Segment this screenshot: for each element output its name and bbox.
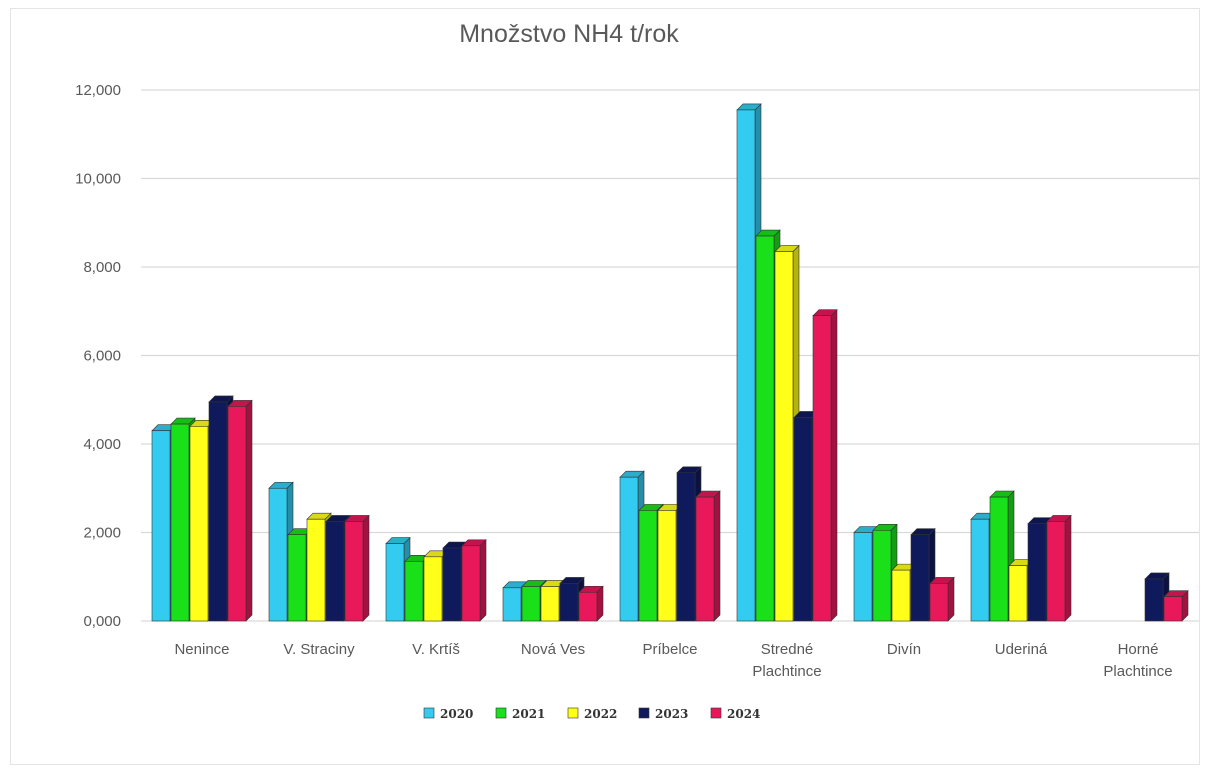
bar-front [578,591,598,622]
bar-front [404,560,424,622]
bar-front [442,547,462,622]
legend: 2020 2021 2022 2023 2024 [423,707,760,721]
legend-swatch [710,707,722,719]
y-tick-label: 2,000 [83,525,121,542]
bar-front [755,235,775,622]
bar-front [910,534,930,622]
bar-front [287,534,307,622]
bar-front [559,583,579,622]
y-tick-label: 4,000 [83,436,121,453]
x-category-label: Stredné Plachtince [752,641,821,680]
bar-front [1046,521,1066,622]
bars [151,103,1189,622]
bar [227,399,253,622]
legend-label: 2022 [584,707,617,721]
bar-front [325,521,345,622]
bar-side [362,514,370,622]
bar-front [227,406,247,622]
x-category-label: Uderiná [995,641,1048,658]
bar-front [1008,565,1028,622]
bar [1046,514,1072,622]
legend-swatch [495,707,507,719]
bar [578,585,604,622]
bar-front [872,529,892,622]
bar-side [947,576,955,622]
bar-side [479,539,487,622]
bar-front [344,521,364,622]
bar-front [189,425,209,622]
bar-front [929,583,949,622]
bar-front [891,569,911,622]
bar-front [619,476,639,622]
y-tick-label: 10,000 [75,171,121,188]
bar [812,308,838,622]
bar-front [170,423,190,622]
bar [929,576,955,622]
legend-item: 2021 [495,707,545,721]
legend-item: 2022 [567,707,617,721]
bar-front [970,518,990,622]
bar-side [1064,514,1072,622]
legend-swatch [638,707,650,719]
bar-front [385,543,405,622]
bar-side [245,399,253,622]
bar-front [502,587,522,622]
bar-front [676,472,696,622]
bar-side [713,490,721,622]
legend-label: 2020 [440,707,473,721]
bar-front [736,109,756,622]
x-category-label: Divín [887,641,921,658]
x-category-label: V. Krtíš [412,641,460,658]
legend-swatch [423,707,435,719]
bar-front [1144,578,1164,622]
chart-frame: Množstvo NH4 t/rok 0,000 2,000 4,000 6,000 8… [10,8,1200,765]
y-tick-label: 6,000 [83,348,121,365]
legend-swatch [567,707,579,719]
bar-front [638,510,658,622]
x-category-label: Príbelce [642,641,697,658]
bar-front [268,487,288,622]
legend-label: 2024 [727,707,760,721]
bar-front [695,496,715,622]
bar [344,514,370,622]
y-tick-label: 0,000 [83,613,121,630]
legend-item: 2024 [710,707,760,721]
y-axis-ticks: 0,000 2,000 4,000 6,000 8,000 10,000 12,000 [75,82,121,630]
bar-front [208,401,228,622]
bar [695,490,721,622]
bar-front [989,496,1009,622]
bar-front [151,430,171,622]
legend-label: 2023 [655,707,688,721]
chart-title: Množstvo NH4 t/rok [459,20,679,48]
bar [989,490,1015,622]
bar-front [1027,523,1047,622]
bar-front [774,251,794,622]
legend-label: 2021 [512,707,545,721]
chart-svg: Množstvo NH4 t/rok 0,000 2,000 4,000 6,000 8… [75,20,1199,721]
bar-front [1163,596,1183,622]
bar-front [812,315,832,622]
legend-item: 2023 [638,707,688,721]
bar [1163,589,1189,622]
bar-front [853,532,873,622]
bar-front [306,518,326,622]
bar-front [461,545,481,622]
x-category-label: Nová Ves [521,641,585,658]
legend-item: 2020 [423,707,473,721]
x-axis-categories: Nenince V. Straciny V. Krtíš Nová Ves Príbel… [174,641,1172,680]
bar [461,539,487,622]
bar-front [793,417,813,622]
bar-front [657,510,677,622]
x-category-label: Nenince [174,641,229,658]
bar-front [540,586,560,622]
bar-front [521,586,541,622]
x-category-label: Horné Plachtince [1103,641,1172,680]
y-tick-label: 8,000 [83,259,121,276]
x-category-label: V. Straciny [283,641,355,658]
bar-side [830,308,838,622]
y-tick-label: 12,000 [75,82,121,99]
bar-front [423,556,443,622]
